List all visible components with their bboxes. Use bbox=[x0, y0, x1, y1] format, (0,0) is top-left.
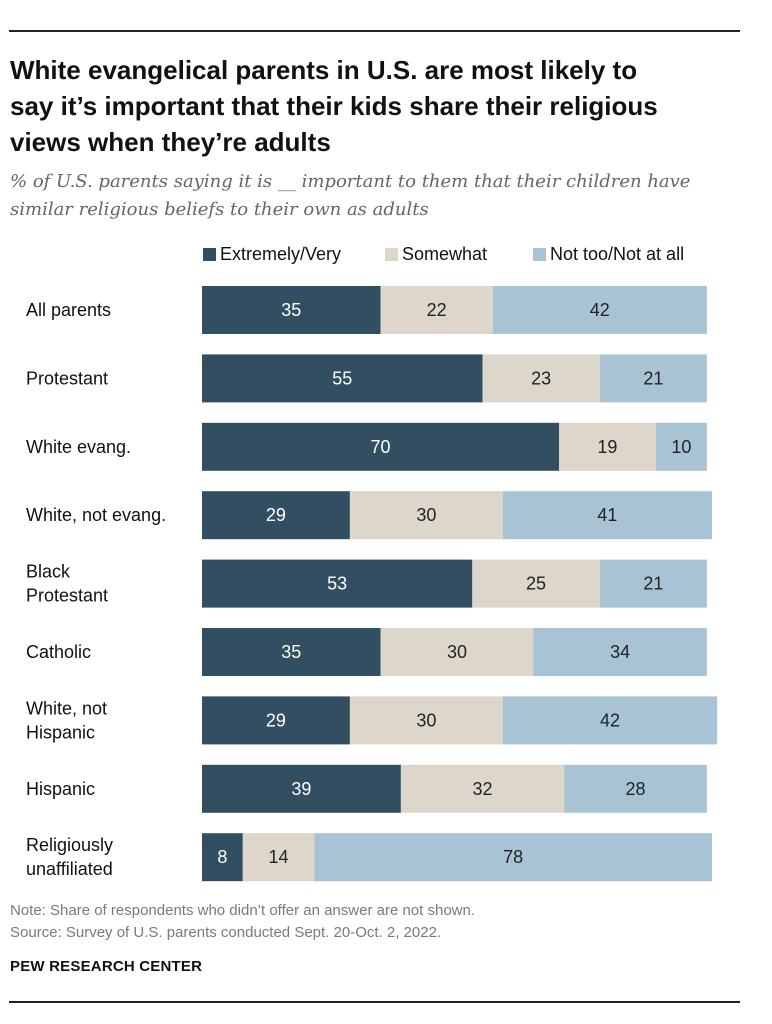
data-label-extremely-very-all-parents: 35 bbox=[281, 300, 301, 320]
data-label-somewhat-black-protestant: 25 bbox=[526, 574, 546, 594]
bar-segment-extremely-very-white-not-hispanic bbox=[202, 696, 350, 745]
legend-label-somewhat: Somewhat bbox=[402, 244, 488, 264]
data-label-not-too-not-at-all-religiously-unaffiliated: 78 bbox=[503, 847, 523, 867]
bar-segment-somewhat-protestant bbox=[482, 354, 600, 403]
data-label-not-too-not-at-all-white-not-evang: 41 bbox=[597, 505, 617, 525]
legend-swatch-not-too bbox=[533, 248, 546, 261]
bar-segment-not-too-not-at-all-all-parents bbox=[492, 286, 707, 334]
bar-segment-somewhat-hispanic bbox=[400, 764, 565, 813]
bar-segment-somewhat-all-parents bbox=[380, 286, 493, 334]
chart-title: White evangelical parents in U.S. are mo… bbox=[10, 55, 658, 157]
category-label-hispanic: Hispanic bbox=[26, 779, 95, 799]
bottom-rule bbox=[9, 1001, 740, 1003]
source-text: Source: Survey of U.S. parents conducted… bbox=[10, 924, 442, 941]
chart-notes: Note: Share of respondents who didn’t of… bbox=[10, 900, 750, 944]
bar-segment-not-too-not-at-all-protestant bbox=[599, 354, 707, 403]
data-label-extremely-very-catholic: 35 bbox=[281, 642, 301, 662]
data-label-somewhat-religiously-unaffiliated: 14 bbox=[268, 847, 288, 867]
category-label-line: Religiously bbox=[26, 835, 113, 855]
bar-segment-somewhat-white-not-evang bbox=[349, 491, 503, 540]
category-label-line: White evang. bbox=[26, 437, 131, 457]
category-label-protestant: Protestant bbox=[26, 368, 108, 388]
bar-segment-somewhat-black-protestant bbox=[472, 559, 600, 608]
bar-segment-somewhat-catholic bbox=[380, 628, 534, 676]
data-label-not-too-not-at-all-white-evang: 10 bbox=[671, 437, 691, 457]
bar-segment-not-too-not-at-all-catholic bbox=[533, 628, 707, 676]
legend-item-somewhat: Somewhat bbox=[385, 244, 487, 265]
category-label-black-protestant: Black Protestant bbox=[26, 562, 108, 606]
data-label-extremely-very-hispanic: 39 bbox=[291, 779, 311, 799]
category-label-line: All parents bbox=[26, 300, 111, 320]
legend-item-not-too: Not too/Not at all bbox=[533, 244, 684, 265]
chart-legend: Extremely/Very Somewhat Not too/Not at a… bbox=[0, 244, 772, 270]
bar-segment-extremely-very-white-not-evang bbox=[202, 491, 350, 540]
data-label-extremely-very-black-protestant: 53 bbox=[327, 574, 347, 594]
data-label-somewhat-all-parents: 22 bbox=[427, 300, 447, 320]
category-label-line: Catholic bbox=[26, 642, 91, 662]
data-label-somewhat-catholic: 30 bbox=[447, 642, 467, 662]
category-label-white-evang: White evang. bbox=[26, 437, 131, 457]
bar-segment-not-too-not-at-all-hispanic bbox=[564, 764, 707, 813]
bar-segment-somewhat-white-evang bbox=[559, 422, 656, 471]
data-label-extremely-very-religiously-unaffiliated: 8 bbox=[217, 847, 227, 867]
category-label-line: Protestant bbox=[26, 586, 108, 606]
bar-segment-extremely-very-protestant bbox=[202, 354, 483, 403]
bar-segment-not-too-not-at-all-religiously-unaffiliated bbox=[314, 833, 712, 882]
category-label-line: White, not bbox=[26, 698, 107, 718]
bar-segment-not-too-not-at-all-white-evang bbox=[655, 422, 707, 471]
data-label-not-too-not-at-all-catholic: 34 bbox=[610, 642, 630, 662]
legend-swatch-somewhat bbox=[385, 248, 398, 261]
category-label-line: Protestant bbox=[26, 368, 108, 388]
bar-segment-extremely-very-hispanic bbox=[202, 764, 401, 813]
legend-label-extremely-very: Extremely/Very bbox=[220, 244, 342, 264]
category-label-line: Black bbox=[26, 562, 71, 582]
bar-segment-somewhat-religiously-unaffiliated bbox=[242, 833, 315, 882]
category-label-white-not-hispanic: White, not Hispanic bbox=[26, 698, 107, 742]
bar-segment-not-too-not-at-all-white-not-hispanic bbox=[502, 696, 718, 745]
category-label-white-not-evang: White, not evang. bbox=[26, 505, 166, 525]
data-label-extremely-very-protestant: 55 bbox=[332, 368, 352, 388]
category-label-catholic: Catholic bbox=[26, 642, 91, 662]
bar-segment-extremely-very-all-parents bbox=[202, 286, 381, 334]
data-label-not-too-not-at-all-all-parents: 42 bbox=[590, 300, 610, 320]
bar-segment-not-too-not-at-all-white-not-evang bbox=[502, 491, 712, 540]
category-label-all-parents: All parents bbox=[26, 300, 111, 320]
data-label-somewhat-protestant: 23 bbox=[531, 368, 551, 388]
data-label-somewhat-white-evang: 19 bbox=[597, 437, 617, 457]
data-label-somewhat-hispanic: 32 bbox=[472, 779, 492, 799]
bar-segment-extremely-very-black-protestant bbox=[202, 559, 473, 608]
category-label-line: Hispanic bbox=[26, 779, 95, 799]
data-label-extremely-very-white-not-hispanic: 29 bbox=[266, 710, 286, 730]
data-label-not-too-not-at-all-white-not-hispanic: 42 bbox=[600, 710, 620, 730]
note-text: Note: Share of respondents who didn’t of… bbox=[10, 902, 476, 919]
bar-segment-extremely-very-religiously-unaffiliated bbox=[202, 833, 243, 882]
data-label-not-too-not-at-all-hispanic: 28 bbox=[625, 779, 645, 799]
brand-label: PEW RESEARCH CENTER bbox=[10, 958, 203, 975]
bar-segment-extremely-very-white-evang bbox=[202, 422, 559, 471]
category-label-line: Hispanic bbox=[26, 722, 95, 742]
legend-item-extremely-very: Extremely/Very bbox=[203, 244, 341, 265]
category-label-line: White, not evang. bbox=[26, 505, 166, 525]
data-label-not-too-not-at-all-protestant: 21 bbox=[643, 368, 663, 388]
bar-segment-extremely-very-catholic bbox=[202, 628, 381, 676]
category-label-religiously-unaffiliated: Religiously unaffiliated bbox=[26, 835, 113, 879]
bar-segment-not-too-not-at-all-black-protestant bbox=[599, 559, 707, 608]
data-label-extremely-very-white-not-evang: 29 bbox=[266, 505, 286, 525]
bar-segment-somewhat-white-not-hispanic bbox=[349, 696, 503, 745]
data-label-somewhat-white-not-hispanic: 30 bbox=[416, 710, 436, 730]
top-rule bbox=[9, 30, 740, 32]
chart-subtitle: % of U.S. parents saying it is __ import… bbox=[10, 171, 691, 220]
legend-label-not-too: Not too/Not at all bbox=[550, 244, 685, 264]
data-label-extremely-very-white-evang: 70 bbox=[370, 437, 390, 457]
category-label-line: unaffiliated bbox=[26, 859, 113, 879]
legend-swatch-extremely-very bbox=[203, 248, 216, 261]
data-label-somewhat-white-not-evang: 30 bbox=[416, 505, 436, 525]
data-label-not-too-not-at-all-black-protestant: 21 bbox=[643, 574, 663, 594]
